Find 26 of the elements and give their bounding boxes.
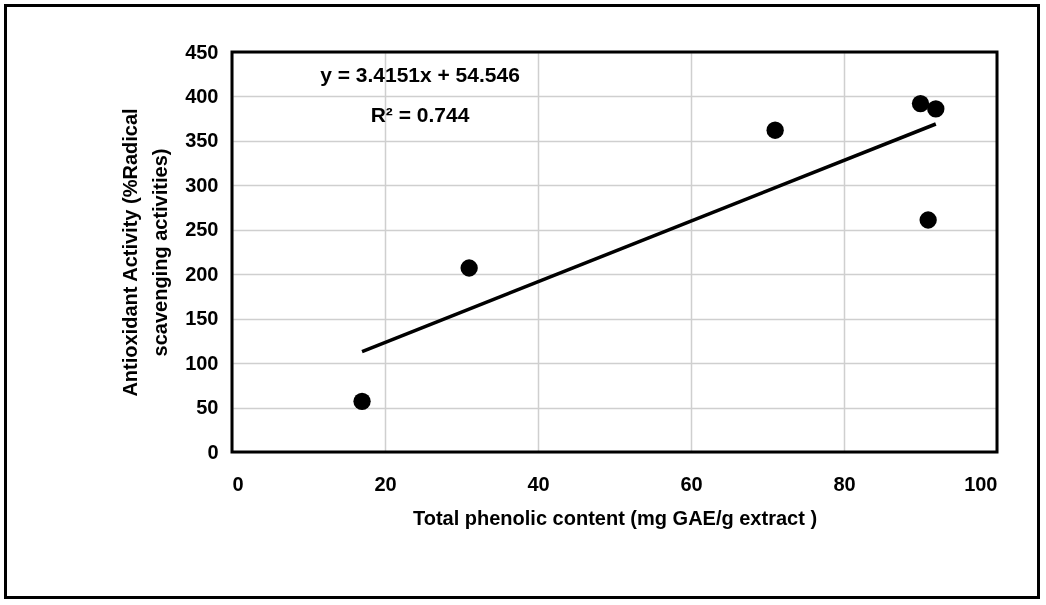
x-tick-label: 20 (374, 472, 397, 495)
annotation: y = 3.4151x + 54.546 (320, 63, 520, 86)
y-axis-title: Antioxidant Activity (%Radical scavenging activities) (119, 108, 172, 397)
x-axis-title: Total phenolic content (mg GAE/g extract ) (412, 506, 818, 529)
y-tick-label: 250 (185, 218, 219, 241)
y-tick-label: 150 (185, 307, 219, 330)
y-tick-label: 300 (185, 173, 219, 196)
annotation: R² = 0.744 (370, 103, 470, 126)
point (919, 211, 937, 229)
x-tick-label: 80 (833, 472, 856, 495)
x-tick-label: 60 (680, 472, 703, 495)
y-tick-label: 100 (185, 351, 219, 374)
y-tick-label: 50 (196, 396, 219, 419)
point (766, 121, 784, 139)
point (927, 100, 945, 118)
y-tick-label: 350 (185, 129, 219, 152)
y-tick-label: 200 (185, 262, 219, 285)
y-tick-label: 0 (207, 440, 219, 463)
y-tick-label: 450 (185, 40, 219, 63)
y-tick-label: 400 (185, 84, 219, 107)
x-tick-label: 40 (527, 472, 550, 495)
point (911, 94, 930, 113)
point (460, 259, 478, 277)
x-tick-label: 0 (232, 472, 244, 495)
point (353, 392, 371, 410)
x-tick-label: 100 (964, 472, 998, 495)
